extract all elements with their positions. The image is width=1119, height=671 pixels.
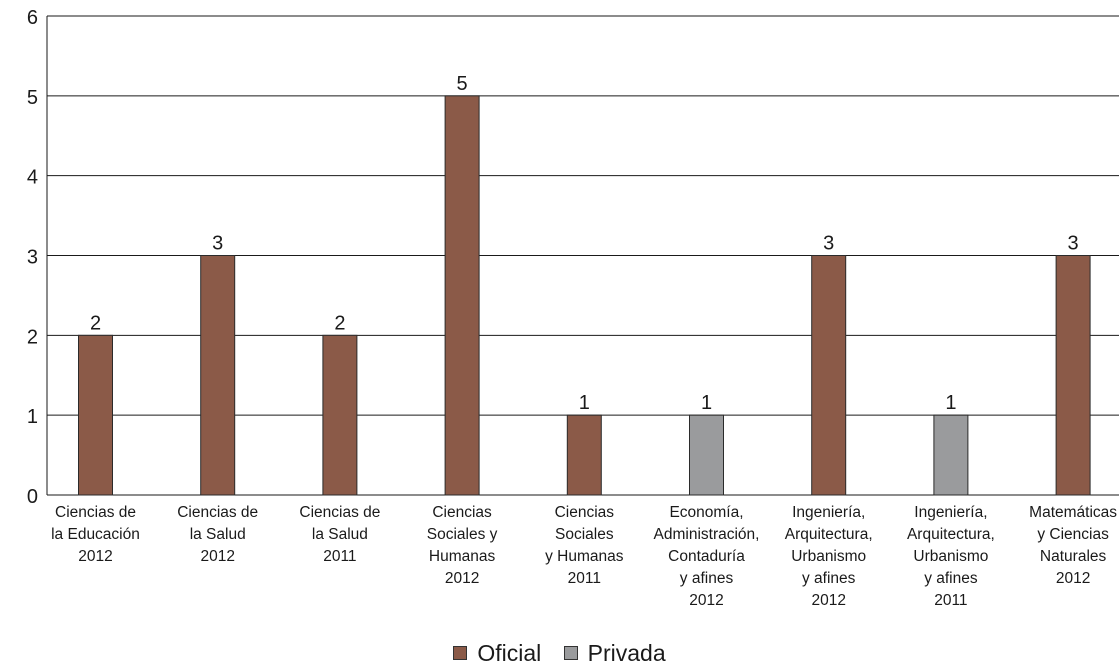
data-label: 3 (823, 233, 834, 255)
x-tick-label: Ciencias (555, 504, 615, 521)
x-tick-label: 2011 (934, 592, 967, 609)
data-label: 5 (457, 73, 468, 95)
bar (1055, 255, 1091, 496)
x-tick-label: 2012 (811, 592, 845, 609)
x-tick-label: Matemáticas (1029, 504, 1117, 521)
x-tick-label: Urbanismo (791, 548, 866, 565)
legend-item-oficial: Oficial (453, 639, 541, 667)
legend-item-privada: Privada (563, 639, 666, 667)
x-tick-label: y Humanas (545, 548, 624, 565)
bar (933, 414, 969, 496)
x-tick-label: y afines (924, 570, 978, 587)
y-tick-label: 2 (27, 326, 38, 348)
y-tick-label: 3 (27, 247, 38, 269)
data-label: 2 (90, 312, 101, 334)
bar (689, 414, 724, 496)
x-tick-label: Administración, (654, 526, 760, 543)
x-tick-label: y afines (802, 570, 856, 587)
x-tick-label: 2011 (568, 570, 601, 587)
y-tick-label: 6 (27, 7, 38, 29)
x-tick-label: Contaduría (668, 548, 745, 565)
x-tick-label: Ciencias de (299, 504, 380, 521)
x-tick-label: Ciencias de (55, 504, 136, 521)
x-tick-label: Sociales y (427, 526, 498, 543)
data-label: 2 (334, 312, 345, 334)
data-label: 1 (701, 392, 712, 414)
x-tick-label: Ciencias (432, 504, 492, 521)
x-tick-label: Ciencias de (177, 504, 258, 521)
data-label: 3 (1068, 233, 1079, 255)
x-tick-label: 2011 (323, 548, 356, 565)
legend-label-privada: Privada (587, 640, 666, 666)
legend-swatch-privada (563, 646, 578, 660)
x-tick-label: Naturales (1040, 548, 1107, 565)
data-label: 3 (212, 233, 223, 255)
legend-swatch-oficial (453, 646, 468, 660)
x-tick-label: Sociales (555, 526, 614, 543)
bar (78, 334, 113, 496)
x-tick-label: y afines (680, 570, 734, 587)
legend: Oficial Privada (0, 638, 1119, 667)
x-tick-label: 2012 (78, 548, 112, 565)
bar (444, 95, 480, 496)
x-tick-label: la Salud (312, 526, 368, 543)
x-tick-label: 2012 (200, 548, 234, 565)
x-tick-label: Humanas (429, 548, 496, 565)
x-tick-label: Arquitectura, (907, 526, 995, 543)
x-tick-label: la Educación (51, 526, 140, 543)
bar (200, 255, 236, 496)
data-label: 1 (579, 392, 590, 414)
y-tick-label: 1 (27, 406, 38, 428)
x-tick-label: Ingeniería, (792, 504, 865, 521)
x-tick-label: Arquitectura, (785, 526, 873, 543)
y-tick-label: 0 (27, 486, 38, 508)
x-tick-label: 2012 (689, 592, 723, 609)
data-label: 1 (945, 392, 956, 414)
y-tick-label: 5 (27, 87, 38, 109)
x-tick-label: Ingeniería, (914, 504, 987, 521)
legend-label-oficial: Oficial (477, 640, 542, 666)
x-tick-label: 2012 (1056, 570, 1090, 587)
bar (811, 255, 847, 496)
x-tick-label: y Ciencias (1037, 526, 1109, 543)
x-tick-label: 2012 (445, 570, 479, 587)
bar (322, 334, 358, 496)
x-tick-label: la Salud (190, 526, 246, 543)
bar (566, 414, 602, 496)
x-tick-label: Urbanismo (913, 548, 988, 565)
y-tick-label: 4 (27, 167, 38, 189)
x-tick-label: Economía, (669, 504, 743, 521)
